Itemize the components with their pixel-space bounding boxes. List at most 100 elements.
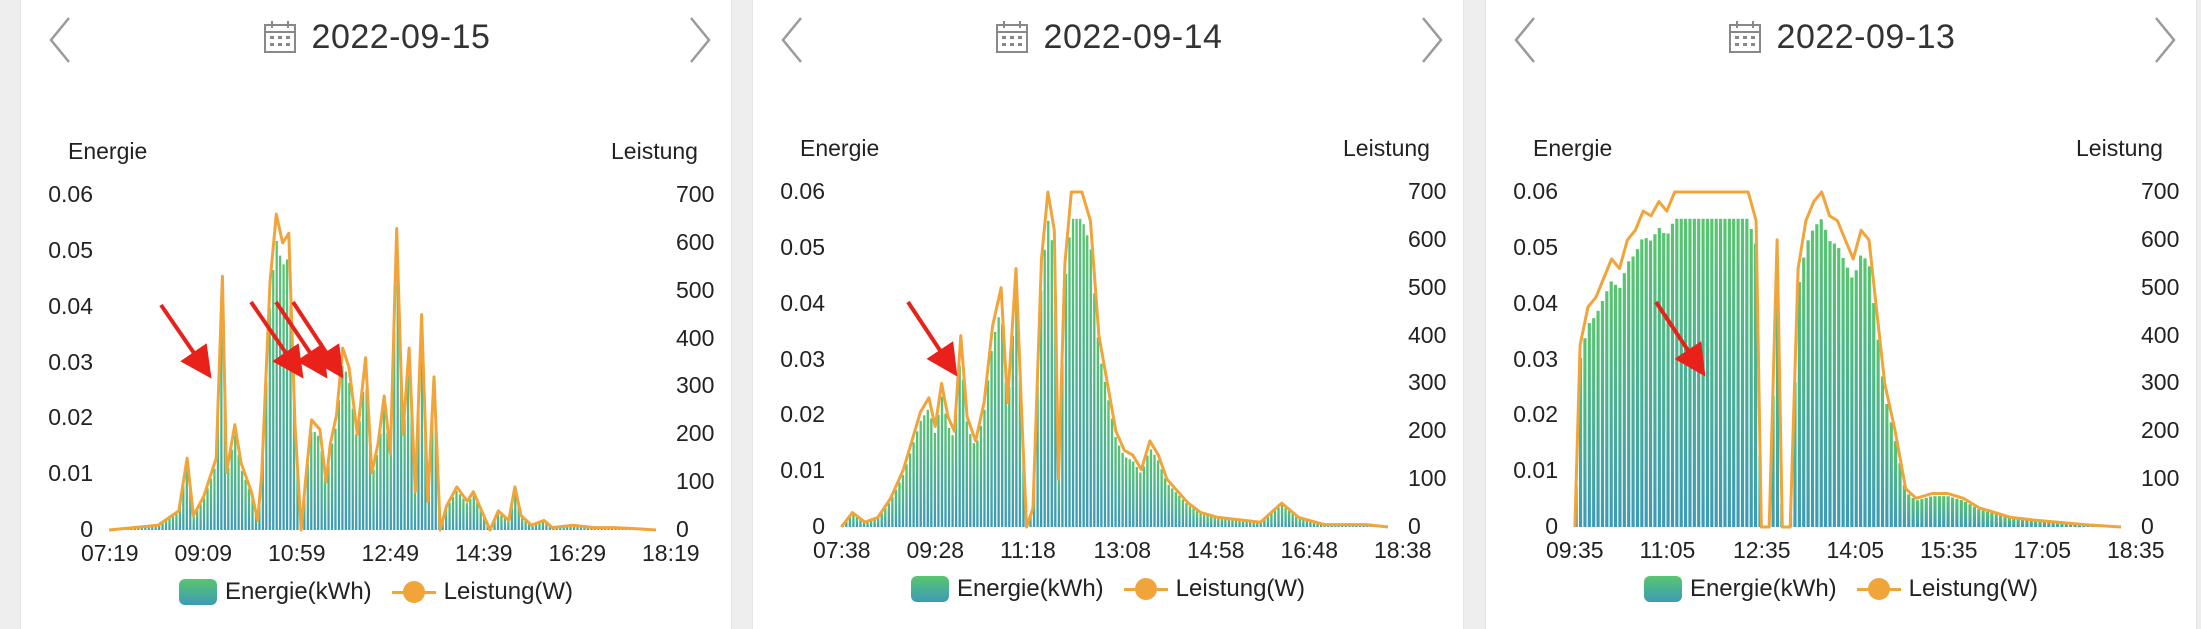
legend-power[interactable]: Leistung(W) [391,578,573,606]
energy-bar [979,425,983,527]
energy-bar [254,513,258,530]
energy-bar [566,526,569,530]
prev-day-button[interactable] [39,10,79,70]
energy-bar [2038,521,2042,527]
energy-bar [2060,522,2064,527]
y-right-tick-label: 0 [2141,513,2154,539]
energy-bar [852,514,855,527]
legend-energy[interactable]: Energie(kWh) [178,578,372,606]
date-picker[interactable]: 2022-09-15 [21,12,731,62]
legend-power[interactable]: Leistung(W) [1856,575,2038,603]
legend-energy[interactable]: Energie(kWh) [1643,575,1837,603]
energy-bar [1075,218,1078,528]
energy-bar [1086,235,1089,527]
energy-bar [1806,240,1810,528]
energy-bar [990,351,993,527]
energy-bar [1977,509,1981,527]
prev-day-button[interactable] [771,10,811,70]
energy-bar [1241,520,1245,527]
energy-bar [220,324,223,530]
energy-bar [1174,492,1177,527]
energy-bar [976,440,979,527]
energy-bar [510,505,513,530]
energy-bar [434,428,437,530]
energy-bar [275,240,278,531]
y-right-axis-title: Leistung [611,138,698,164]
annotation-arrow [1654,300,1706,377]
y-right-tick-label: 100 [676,468,715,495]
energy-bar [223,402,226,530]
energy-bar [1185,503,1188,527]
legend-energy-label: Energie(kWh) [1689,575,1837,602]
energy-bar [1011,335,1014,527]
energy-bar [237,454,240,530]
date-picker[interactable]: 2022-09-13 [1486,12,2196,62]
y-right-tick-label: 500 [676,276,715,303]
energy-bar [389,447,392,530]
calendar-icon [1727,19,1763,55]
energy-bar [1043,249,1046,528]
energy-bar [1199,513,1202,527]
energy-bar [199,504,202,530]
x-tick-label: 11:05 [1639,537,1696,563]
energy-bar [337,400,341,530]
energy-bar [845,521,848,527]
next-day-button[interactable] [2146,10,2186,70]
energy-bar [1929,496,1933,527]
energy-bar [1845,267,1850,527]
energy-bar [1754,243,1758,527]
energy-bar [230,449,233,530]
y-right-tick-label: 600 [2141,225,2180,252]
energy-bar [379,433,382,530]
energy-bar [493,520,496,530]
date-picker[interactable]: 2022-09-14 [753,12,1463,62]
energy-bar [1701,218,1705,528]
chart-legend: Energie(kWh) Leistung(W) [1486,567,2196,611]
energy-bar [923,415,926,527]
energy-bar [1298,518,1301,527]
energy-bar [1662,232,1666,528]
y-right-tick-label: 700 [1408,178,1447,204]
legend-power[interactable]: Leistung(W) [1123,575,1305,603]
y-right-tick-label: 500 [2141,273,2180,300]
next-day-button[interactable] [681,10,721,70]
y-right-axis-title: Leistung [1343,135,1430,161]
energy-bar [1907,494,1911,527]
energy-bar [1613,284,1618,527]
energy-bar [1309,521,1312,527]
energy-bar [1771,395,1775,527]
energy-bar [202,498,206,530]
y-left-tick-label: 0.01 [1513,457,1558,484]
energy-bar [1202,514,1206,527]
energy-bar [279,255,282,530]
energy-bar [1683,218,1688,528]
energy-bar [951,435,954,527]
chart-panel-2022-09-13: 2022-09-13 Energie Leistung 0 0.01 0.02 0.0… [1485,0,2197,629]
energy-bar [1018,380,1022,527]
energy-bar [358,421,361,530]
energy-bar [919,420,922,527]
energy-bar [393,332,396,530]
energy-bar [1627,261,1631,527]
y-right-tick-label: 700 [676,181,715,207]
energy-bar [1234,520,1238,527]
next-day-button[interactable] [1413,10,1453,70]
chart-legend: Energie(kWh) Leistung(W) [21,570,731,614]
energy-bar [1125,457,1128,527]
y-left-tick-label: 0.04 [780,289,825,316]
energy-bar [213,468,216,530]
energy-bar [1723,218,1727,528]
prev-day-button[interactable] [1504,10,1544,70]
energy-bar [891,496,894,527]
y-left-tick-label: 0 [812,513,825,539]
chevron-right-icon [2155,17,2176,63]
x-tick-label: 17:05 [2013,537,2072,563]
x-tick-label: 16:48 [1280,537,1339,563]
energy-bar [1316,523,1319,527]
energy-bar [2012,518,2016,527]
energy-bar [1640,239,1644,527]
energy-bar [1911,497,1915,527]
legend-energy[interactable]: Energie(kWh) [910,575,1104,603]
energy-bar [158,524,161,530]
energy-bar [1001,324,1004,527]
